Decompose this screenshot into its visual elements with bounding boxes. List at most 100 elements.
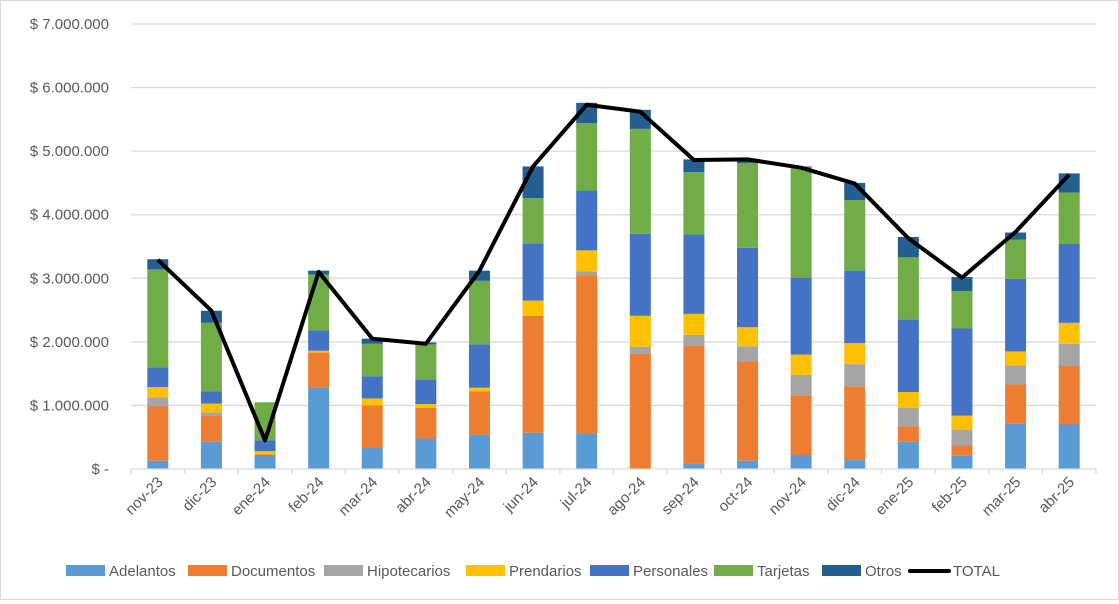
bar-segment-prendarios: [630, 316, 651, 347]
bar-segment-hipotecarios: [951, 430, 972, 446]
bar-segment-prendarios: [683, 314, 704, 335]
bar-segment-prendarios: [576, 250, 597, 271]
bar-segment-adelantos: [415, 438, 436, 469]
bar-segment-personales: [362, 376, 383, 398]
bar-segment-documentos: [791, 395, 812, 455]
legend-item-total: TOTAL: [910, 563, 1000, 580]
bar-segment-documentos: [898, 426, 919, 441]
bar-segment-hipotecarios: [147, 397, 168, 406]
legend: Adelantos Documentos Hipotecarios Prendario…: [66, 563, 1000, 580]
y-tick-label: $ 2.000.000: [30, 334, 109, 351]
bar-segment-tarjetas: [469, 281, 490, 345]
legend-swatch: [466, 565, 505, 576]
bar-segment-personales: [737, 248, 758, 327]
bar-segment-adelantos: [951, 456, 972, 469]
total-line: [158, 105, 1069, 441]
bar-segment-tarjetas: [362, 344, 383, 376]
x-tick-label: ene-24: [229, 474, 274, 519]
legend-label: Prendarios: [509, 563, 582, 580]
bar-segment-tarjetas: [415, 344, 436, 380]
legend-label: Hipotecarios: [367, 563, 450, 580]
x-tick-label: sep-24: [658, 474, 702, 518]
bar-segment-adelantos: [737, 461, 758, 469]
bar-segment-tarjetas: [1005, 240, 1026, 279]
bar-segment-adelantos: [362, 448, 383, 469]
bar-segment-hipotecarios: [576, 271, 597, 275]
legend-label: Otros: [865, 563, 902, 580]
y-tick-label: $ 6.000.000: [30, 80, 109, 97]
bar-segment-personales: [308, 330, 329, 350]
legend-label: Adelantos: [109, 563, 176, 580]
bar-segment-documentos: [308, 353, 329, 388]
legend-item-adelantos: Adelantos: [66, 563, 176, 580]
bar-segment-documentos: [951, 445, 972, 455]
bar-segment-documentos: [576, 275, 597, 433]
bar-segment-personales: [898, 320, 919, 392]
bar-segment-hipotecarios: [201, 412, 222, 415]
bar-segment-documentos: [630, 354, 651, 469]
bar-segment-adelantos: [576, 433, 597, 469]
legend-label: Personales: [633, 563, 708, 580]
bar-segment-prendarios: [308, 351, 329, 353]
bar-segment-hipotecarios: [791, 375, 812, 395]
legend-swatch: [188, 565, 227, 576]
bar-segment-tarjetas: [898, 257, 919, 319]
x-tick-label: dic-23: [179, 474, 220, 515]
bar-segment-prendarios: [1059, 323, 1080, 344]
x-tick-label: mar-25: [979, 474, 1025, 520]
legend-label: Documentos: [231, 563, 315, 580]
bar-segment-personales: [576, 191, 597, 251]
bar-segment-personales: [630, 234, 651, 316]
bar-segment-hipotecarios: [844, 364, 865, 386]
legend-swatch: [590, 565, 629, 576]
bar-segment-adelantos: [147, 461, 168, 469]
bar-segment-personales: [147, 367, 168, 387]
x-tick-label: feb-24: [285, 474, 327, 516]
bar-segment-documentos: [1005, 384, 1026, 423]
x-tick-label: may-24: [441, 474, 488, 521]
bar-segment-tarjetas: [737, 163, 758, 248]
bar-segment-tarjetas: [951, 291, 972, 329]
bar-segment-hipotecarios: [898, 408, 919, 426]
y-axis: $ -$ 1.000.000$ 2.000.000$ 3.000.000$ 4.…: [30, 16, 109, 478]
bar-segment-personales: [844, 271, 865, 343]
bar-segment-documentos: [147, 406, 168, 461]
bar-segment-prendarios: [147, 387, 168, 397]
bar-segment-prendarios: [898, 392, 919, 408]
legend-label: Tarjetas: [757, 563, 810, 580]
bar-segment-prendarios: [469, 388, 490, 392]
x-tick-label: abr-25: [1035, 474, 1078, 517]
bar-segment-personales: [1005, 279, 1026, 351]
bar-segment-documentos: [362, 405, 383, 448]
bar-segment-tarjetas: [1059, 192, 1080, 243]
bar-segment-personales: [951, 329, 972, 416]
bar-segment-documentos: [415, 408, 436, 439]
bar-segment-prendarios: [951, 416, 972, 430]
bar-segment-adelantos: [523, 433, 544, 469]
x-tick-label: feb-25: [929, 474, 971, 516]
bar-segment-adelantos: [308, 388, 329, 469]
bar-segment-adelantos: [683, 464, 704, 469]
y-tick-label: $ 3.000.000: [30, 270, 109, 287]
legend-item-hipotecarios: Hipotecarios: [324, 563, 450, 580]
bar-segment-tarjetas: [683, 172, 704, 234]
bar-segment-prendarios: [362, 398, 383, 405]
bar-segment-documentos: [844, 386, 865, 460]
bar-segment-personales: [469, 344, 490, 387]
x-tick-label: nov-24: [766, 474, 810, 518]
bar-segment-adelantos: [201, 442, 222, 469]
y-tick-label: $ 7.000.000: [30, 16, 109, 33]
x-tick-label: mar-24: [335, 474, 381, 520]
x-tick-label: ene-25: [872, 474, 917, 519]
bar-segment-adelantos: [255, 455, 276, 469]
y-tick-label: $ 1.000.000: [30, 397, 109, 414]
x-tick-label: abr-24: [392, 474, 435, 517]
y-tick-label: $ 4.000.000: [30, 207, 109, 224]
x-tick-label: jul-24: [557, 474, 596, 513]
bar-segment-hipotecarios: [737, 346, 758, 361]
bar-segment-prendarios: [523, 301, 544, 316]
bar-segment-documentos: [523, 316, 544, 433]
bar-segment-personales: [523, 243, 544, 300]
